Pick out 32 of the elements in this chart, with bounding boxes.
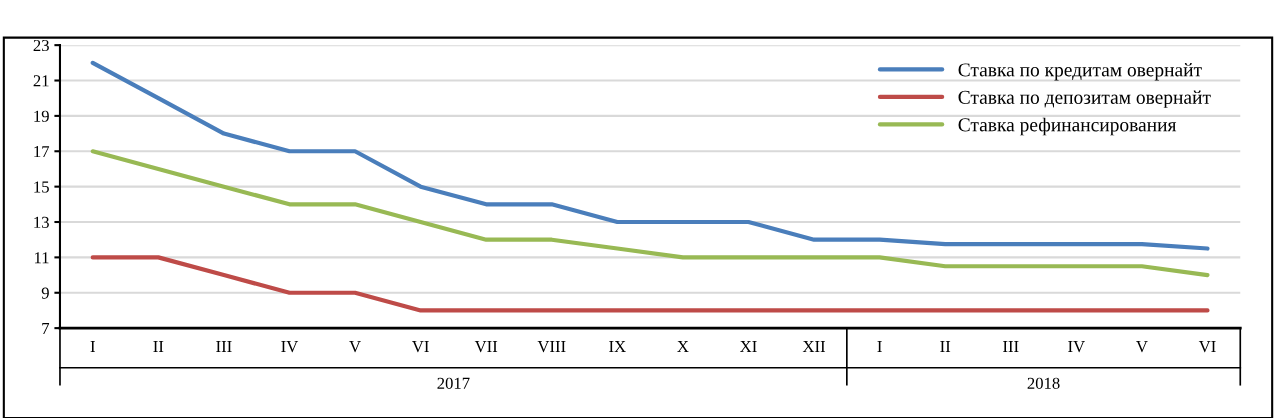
x-tick-label: IV <box>281 341 299 353</box>
y-tick-label: 21 <box>33 75 49 87</box>
y-tick-label: 23 <box>33 39 49 52</box>
y-tick-label: 15 <box>34 181 49 193</box>
x-tick-label: IV <box>1068 341 1085 353</box>
x-tick-label: X <box>677 341 689 352</box>
y-tick-label: 19 <box>34 110 49 122</box>
y-tick-label: 7 <box>42 323 50 334</box>
x-tick-label: III <box>1003 341 1019 352</box>
x-tick-label: I <box>90 341 95 352</box>
x-tick-label: I <box>877 341 882 352</box>
x-tick-label: II <box>940 341 951 352</box>
x-tick-label: XII <box>802 341 826 352</box>
x-tick-label: VIII <box>537 341 566 353</box>
x-tick-label: VI <box>412 341 429 353</box>
y-tick-label: 17 <box>34 146 50 158</box>
x-tick-label: IX <box>609 341 626 352</box>
x-tick-label: V <box>1136 341 1148 353</box>
x-tick-label: III <box>216 341 232 352</box>
x-tick-label: VI <box>1198 341 1216 353</box>
y-tick-label: 13 <box>34 216 49 228</box>
legend-label: Ставка по кредитам овернайт <box>958 62 1202 81</box>
x-tick-label: V <box>349 341 361 353</box>
x-tick-label: II <box>153 341 164 352</box>
legend-label: Ставка по депозитам овернайт <box>958 90 1211 108</box>
y-tick-label: 11 <box>34 252 49 264</box>
text: 2018 <box>1027 377 1060 389</box>
legend-label: Ставка рефинансирования <box>958 117 1177 136</box>
x-tick-label: VII <box>474 341 498 353</box>
x-tick-label: XI <box>740 341 757 352</box>
text: 2017 <box>437 377 470 389</box>
y-tick-label: 9 <box>41 287 49 299</box>
